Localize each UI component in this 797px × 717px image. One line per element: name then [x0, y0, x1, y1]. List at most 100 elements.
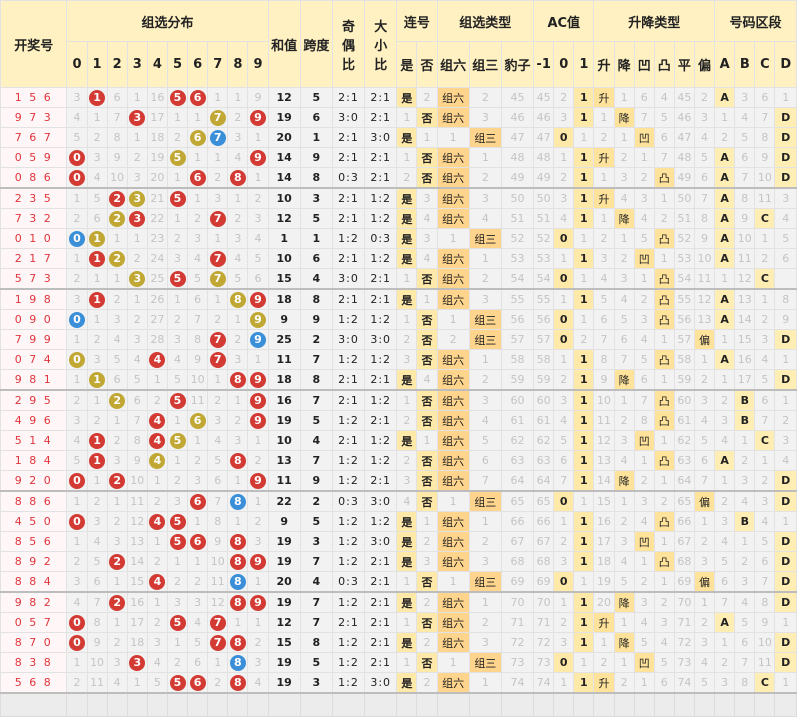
- group-type-miss: 54: [500, 268, 535, 290]
- ac-miss: 68: [533, 551, 555, 572]
- digit-cell: 9: [247, 288, 269, 310]
- trend-hit: 凸: [653, 410, 675, 431]
- digit-cell: 7: [207, 268, 229, 290]
- digit-cell: 1: [86, 369, 108, 391]
- consec-miss: 2: [416, 672, 438, 694]
- table-row: 4 5 0 0 3 2 12 4 5 1 8 1 2 9 5 1:2 1:2 是 1 组六 1 66 66 1 1 16 2 4 凸…: [0, 511, 797, 532]
- number-ball: 2: [109, 190, 126, 207]
- trend-miss: 2: [653, 591, 675, 613]
- ac-miss: 53: [533, 248, 555, 269]
- digit-miss-cell: 3: [66, 410, 88, 431]
- trend-miss: 4: [693, 652, 716, 673]
- zone-hit: A: [714, 288, 736, 310]
- digit-miss-cell: 1: [146, 531, 168, 552]
- digit-miss-cell: 9: [207, 531, 229, 552]
- group-type-hit: 组六: [436, 87, 470, 108]
- footer-cell: [247, 692, 269, 717]
- digit-miss-cell: 1: [86, 470, 108, 492]
- digit-miss-cell: 1: [247, 490, 269, 512]
- number-ball: 8: [229, 291, 246, 308]
- sum-value: 10: [267, 187, 301, 209]
- trend-miss: 3: [693, 632, 716, 653]
- zone-miss: 2: [774, 410, 797, 431]
- digit-miss-cell: 16: [146, 87, 168, 108]
- header-group-opt-0: 组六: [436, 41, 470, 88]
- big-small-ratio: 2:1: [364, 288, 398, 310]
- digit-miss-cell: 1: [66, 369, 88, 391]
- digit-miss-cell: 3: [106, 652, 128, 673]
- trend-miss: 2: [613, 672, 635, 694]
- table-row: 5 6 8 2 11 4 1 5 5 6 2 8 4 19 3 1:2 3:0 是 2 组六 1 74 74 1 1 升 2 1 6…: [0, 672, 797, 694]
- span-value: 7: [299, 389, 333, 411]
- header-span: 跨度: [299, 0, 333, 88]
- digit-miss-cell: 2: [187, 208, 209, 229]
- ac-hit: 1: [573, 107, 595, 128]
- number-ball: 5: [169, 513, 186, 530]
- consec-yes: 是: [396, 228, 418, 249]
- trend-hit: 降: [613, 470, 635, 492]
- trend-miss: 13: [593, 450, 615, 471]
- header-issue: 开奖号: [0, 0, 68, 88]
- span-value: 6: [299, 248, 333, 269]
- span-value: 7: [299, 450, 333, 471]
- digit-miss-cell: 21: [146, 187, 168, 209]
- ac-hit: 0: [553, 228, 575, 249]
- consec-no: 否: [416, 107, 438, 128]
- group-type-miss: 1: [436, 127, 470, 148]
- ac-miss: 1: [553, 248, 575, 269]
- ac-hit: 1: [573, 591, 595, 613]
- sum-value: 14: [267, 167, 301, 189]
- digit-miss-cell: 16: [126, 591, 148, 613]
- zone-hit: A: [714, 450, 736, 471]
- consec-miss: 1: [396, 389, 418, 411]
- trend-hit: 偏: [693, 571, 716, 593]
- digit-cell: 2: [106, 551, 128, 572]
- number-ball: 1: [89, 230, 106, 247]
- zone-hit: D: [774, 107, 797, 128]
- zone-hit: A: [714, 187, 736, 209]
- group-type-miss: 2: [436, 329, 470, 350]
- trend-miss: 50: [673, 187, 695, 209]
- sum-value: 1: [267, 228, 301, 249]
- digit-cell: 3: [126, 107, 148, 128]
- trend-miss: 2: [693, 369, 716, 391]
- digit-miss-cell: 2: [86, 490, 108, 512]
- digit-cell: 9: [247, 147, 269, 168]
- ac-miss: 1: [553, 288, 575, 310]
- trend-miss: 3: [633, 591, 655, 613]
- footer-cell: [653, 692, 675, 717]
- trend-miss: 10: [593, 389, 615, 411]
- span-value: 1: [299, 228, 333, 249]
- digit-miss-cell: 7: [86, 591, 108, 613]
- consec-yes: 是: [396, 511, 418, 532]
- digit-miss-cell: 2: [247, 511, 269, 532]
- trend-hit: 凹: [633, 248, 655, 269]
- issue-number: 0 5 9: [0, 147, 68, 168]
- zone-miss: 2: [714, 389, 736, 411]
- header-digit-4: 4: [146, 41, 168, 88]
- group-type-hit: 组六: [436, 389, 470, 411]
- span-value: 5: [299, 652, 333, 673]
- zone-miss: 4: [734, 490, 756, 512]
- footer-cell: [267, 692, 301, 717]
- number-ball: 7: [209, 109, 226, 126]
- header-digit-3: 3: [126, 41, 148, 88]
- consec-yes: 是: [396, 591, 418, 613]
- footer-cell: [633, 692, 655, 717]
- digit-miss-cell: 2: [66, 672, 88, 694]
- digit-miss-cell: 6: [86, 208, 108, 229]
- ac-miss: 2: [553, 531, 575, 552]
- digit-cell: 9: [247, 591, 269, 613]
- ac-miss: 5: [553, 430, 575, 451]
- digit-cell: 2: [106, 248, 128, 269]
- header-ac-opt-2: 1: [573, 41, 595, 88]
- header-trend-opt-4: 平: [673, 41, 695, 88]
- digit-miss-cell: 3: [166, 329, 189, 350]
- digit-cell: 9: [247, 389, 269, 411]
- footer-cell: [66, 692, 88, 717]
- trend-miss: 3: [693, 107, 716, 128]
- zone-miss: 1: [714, 329, 736, 350]
- group-type-miss: 1: [468, 591, 502, 613]
- digit-miss-cell: 17: [126, 612, 148, 633]
- big-small-ratio: 2:1: [364, 551, 398, 572]
